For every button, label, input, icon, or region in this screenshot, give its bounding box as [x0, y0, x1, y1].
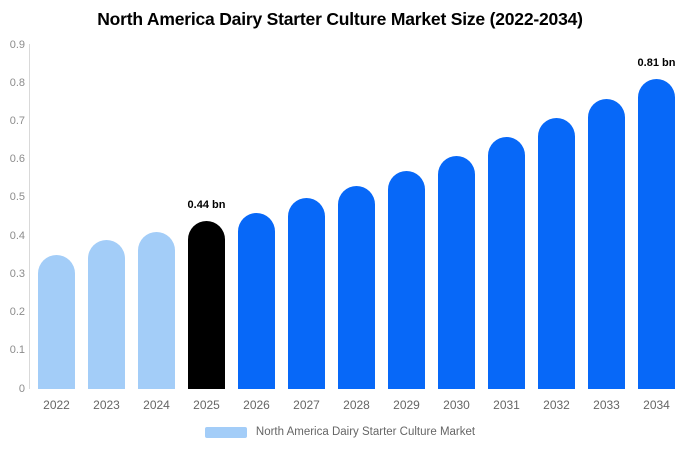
x-axis-tick-label-2026: 2026: [243, 398, 270, 412]
bar-2028[interactable]: [338, 186, 375, 389]
legend-label: North America Dairy Starter Culture Mark…: [255, 426, 476, 438]
x-axis-tick-label-2025: 2025: [193, 398, 220, 412]
y-axis-tick-label: 0.6: [9, 153, 25, 166]
y-axis-tick-label: 0.7: [9, 114, 25, 127]
bar-2031[interactable]: [488, 136, 525, 389]
y-axis-tick-label: 0.9: [9, 38, 25, 51]
legend-item[interactable]: North America Dairy Starter Culture Mark…: [0, 426, 680, 438]
x-axis-tick-label-2024: 2024: [143, 398, 170, 412]
y-axis-tick-label: 0.4: [9, 229, 25, 242]
x-axis-tick-label-2034: 2034: [643, 398, 670, 412]
bar-2022[interactable]: [38, 255, 75, 389]
x-axis-tick-label-2022: 2022: [43, 398, 70, 412]
x-axis-tick-label-2031: 2031: [493, 398, 520, 412]
x-axis-tick-label-2033: 2033: [593, 398, 620, 412]
bar-2026[interactable]: [238, 213, 275, 389]
x-axis-tick-label-2023: 2023: [93, 398, 120, 412]
bar-2029[interactable]: [388, 171, 425, 389]
bar-value-label-2025: 0.44 bn: [187, 198, 226, 211]
y-axis-tick-label: 0.1: [9, 344, 25, 357]
y-axis-tick-label: 0.2: [9, 306, 25, 319]
x-axis-tick-label-2027: 2027: [293, 398, 320, 412]
x-axis-tick-label-2029: 2029: [393, 398, 420, 412]
legend-swatch: [204, 426, 247, 438]
y-axis-tick-label: 0.8: [9, 76, 25, 89]
bar-2032[interactable]: [538, 117, 575, 389]
bar-2025[interactable]: [188, 220, 225, 389]
bar-2034[interactable]: [638, 79, 675, 389]
bar-2027[interactable]: [288, 197, 325, 389]
x-axis-tick-label-2030: 2030: [443, 398, 470, 412]
bar-2033[interactable]: [588, 98, 625, 389]
bar-2030[interactable]: [438, 155, 475, 389]
bar-2024[interactable]: [138, 232, 175, 389]
x-axis-tick-label-2032: 2032: [543, 398, 570, 412]
chart-title: North America Dairy Starter Culture Mark…: [97, 9, 583, 29]
y-axis-tick-label: 0: [18, 382, 25, 395]
bar-value-label-2034: 0.81 bn: [637, 57, 676, 70]
y-axis-line: [29, 44, 30, 389]
y-axis-tick-label: 0.5: [9, 191, 25, 204]
y-axis-tick-label: 0.3: [9, 267, 25, 280]
x-axis-tick-label-2028: 2028: [343, 398, 370, 412]
bar-2023[interactable]: [88, 239, 125, 389]
